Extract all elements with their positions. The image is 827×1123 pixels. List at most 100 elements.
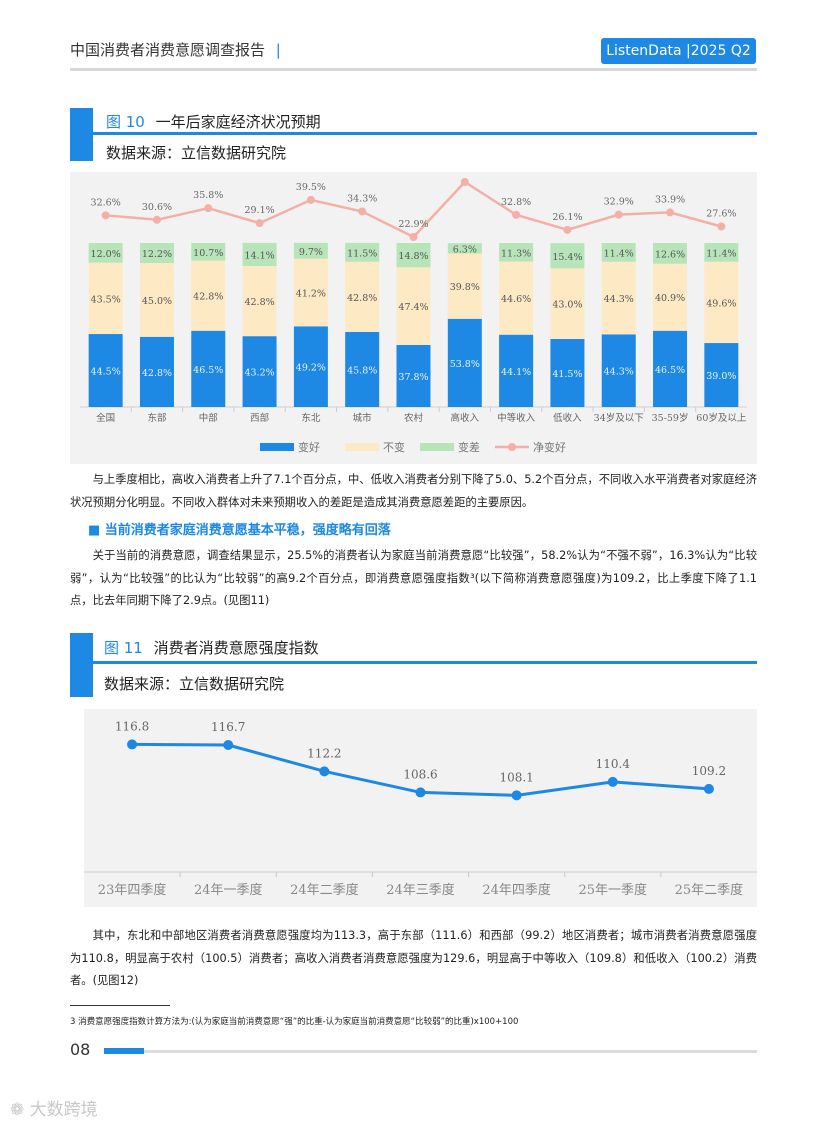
data-label: 110.4 <box>596 757 631 771</box>
data-label-worse: 11.3% <box>501 248 531 259</box>
data-label-same: 44.6% <box>501 294 531 305</box>
watermark-logo-icon: ❁ <box>10 1100 30 1120</box>
strength-index-point <box>511 790 522 801</box>
bar-worse <box>550 243 585 269</box>
watermark-text: 大数跨境 <box>29 1100 98 1120</box>
page-number: 08 <box>70 1040 91 1059</box>
net-better-point <box>563 225 572 234</box>
data-label-same: 40.9% <box>655 293 685 304</box>
bar-worse <box>601 243 636 262</box>
data-label-better: 44.5% <box>91 367 121 378</box>
figure11-title-underline <box>93 661 757 664</box>
title-separator: | <box>275 41 281 59</box>
bar-better <box>499 334 534 407</box>
footnote: 3 消费意愿强度指数计算方法为:(认为家庭当前消费意愿“强”的比重-认为家庭当前… <box>70 1017 519 1027</box>
data-label-better: 46.5% <box>193 365 223 376</box>
bar-worse <box>293 242 328 259</box>
bar-better <box>139 336 174 407</box>
data-label-same: 42.8% <box>244 297 274 308</box>
data-label-better: 44.1% <box>501 367 531 378</box>
data-label-same: 44.3% <box>604 294 634 305</box>
data-label-worse: 15.4% <box>552 252 582 263</box>
data-label-net: 33.9% <box>655 194 685 205</box>
bar-same <box>88 262 123 335</box>
report-title: 中国消费者消费意愿调查报告 | <box>70 39 281 60</box>
paragraph-regional-strength: 其中，东北和中部地区消费者消费意愿强度均为113.3，高于东部（111.6）和西… <box>70 929 757 987</box>
legend-label: 不变 <box>383 440 405 454</box>
data-label: 108.6 <box>403 767 437 781</box>
figure11-title-text: 消费者消费意愿强度指数 <box>153 639 319 657</box>
data-label-worse: 11.4% <box>706 248 736 259</box>
data-label: 116.8 <box>115 719 149 733</box>
brand-badge: ListenData |2025 Q2 <box>601 38 756 64</box>
bar-better <box>396 345 431 407</box>
data-label-worse: 12.0% <box>91 249 121 260</box>
strength-index-point <box>223 740 234 751</box>
data-label-same: 49.6% <box>706 298 736 309</box>
bar-better <box>88 334 123 407</box>
bar-worse <box>242 242 277 266</box>
figure10-title: 图 10 一年后家庭经济状况预期 <box>106 111 321 132</box>
data-label-worse: 14.1% <box>244 250 274 261</box>
bar-better <box>704 343 739 407</box>
bar-worse <box>139 243 174 264</box>
data-label-better: 39.0% <box>706 371 736 382</box>
watermark: ❁ 大数跨境 <box>10 1095 98 1120</box>
x-tick-label: 东北 <box>301 412 321 424</box>
data-label-net: 29.1% <box>244 205 274 216</box>
data-label-worse: 12.2% <box>142 249 172 260</box>
figure10-number: 图 10 <box>106 113 145 131</box>
data-label-better: 49.2% <box>296 363 326 374</box>
bar-same <box>499 261 534 335</box>
data-label-net: 34.3% <box>347 194 377 205</box>
figure11-number: 图 11 <box>104 639 143 657</box>
net-better-point <box>614 210 623 219</box>
figure10-source: 数据来源：立信数据研究院 <box>106 144 287 162</box>
figure11-chart-panel <box>84 709 757 907</box>
x-tick-label: 高收入 <box>451 412 480 424</box>
bar-better <box>447 318 482 407</box>
figure10-chart: 44.5% 43.5% 12.0% 全国 42.8% 45.0% 12.2% 东部 46.5% 4… <box>80 172 747 454</box>
bar-worse <box>447 243 482 254</box>
bar-same <box>653 263 688 331</box>
bar-worse <box>704 243 739 262</box>
x-tick-label: 农村 <box>404 412 424 424</box>
data-label-worse: 12.6% <box>655 249 685 260</box>
net-better-point <box>717 222 726 231</box>
x-tick-label: 23年四季度 <box>98 882 167 898</box>
legend-label: 变差 <box>458 440 480 454</box>
x-tick-label: 24年三季度 <box>386 882 455 898</box>
x-tick-label: 35-59岁 <box>652 412 689 424</box>
data-label-better: 45.8% <box>347 365 377 376</box>
section-heading: ■ 当前消费者家庭消费意愿基本平稳，强度略有回落 <box>88 523 391 538</box>
data-label-net: 30.6% <box>142 202 172 213</box>
data-label-same: 39.8% <box>450 282 480 293</box>
bar-same <box>396 267 431 346</box>
data-label-better: 41.5% <box>552 369 582 380</box>
legend-swatch <box>420 443 454 451</box>
net-better-point <box>358 207 367 216</box>
data-label-net: 27.6% <box>706 208 736 219</box>
x-tick-label: 60岁及以上 <box>696 412 747 424</box>
x-tick-label: 东部 <box>147 412 166 424</box>
x-tick-label: 24年一季度 <box>194 882 263 898</box>
net-better-point <box>255 219 264 228</box>
strength-index-point <box>127 739 138 750</box>
data-label-same: 43.5% <box>91 294 121 305</box>
data-label-better: 42.8% <box>142 368 172 379</box>
bar-same <box>704 261 739 344</box>
bar-same <box>345 261 380 332</box>
x-tick-label: 城市 <box>353 412 373 424</box>
page-progress-fill <box>104 1048 144 1054</box>
strength-index-point <box>607 776 618 787</box>
bar-worse <box>88 243 123 263</box>
data-label-net: 35.8% <box>193 190 223 201</box>
bar-worse <box>191 243 226 261</box>
net-better-point <box>409 233 418 241</box>
figure10-title-text: 一年后家庭经济状况预期 <box>155 113 321 131</box>
x-tick-label: 低收入 <box>553 412 582 424</box>
data-label: 109.2 <box>692 764 726 778</box>
data-label-net: 32.6% <box>91 197 121 208</box>
data-label-net: 47.5% <box>450 172 480 175</box>
bar-better <box>653 330 688 407</box>
